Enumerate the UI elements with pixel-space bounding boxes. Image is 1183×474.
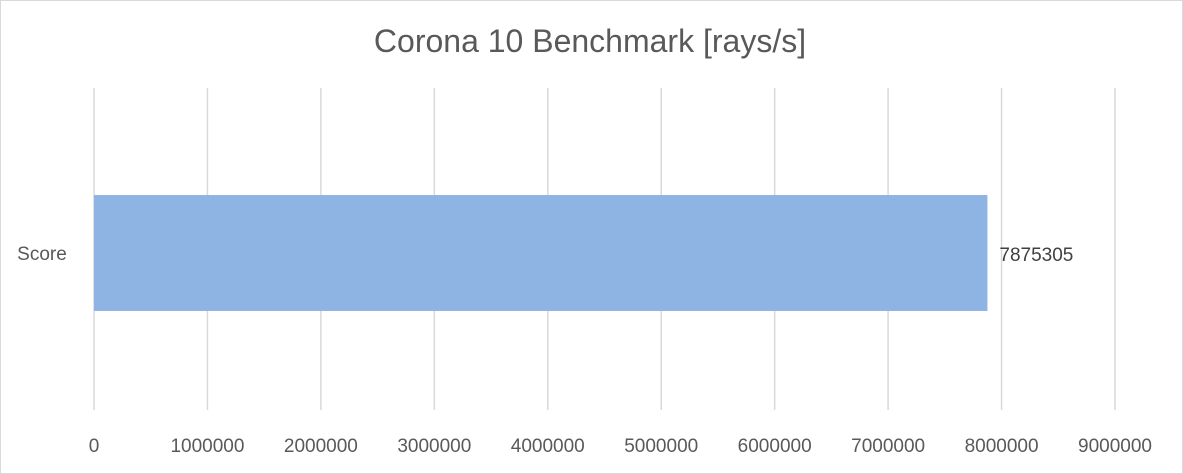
x-axis-ticks: 0 1000000 2000000 3000000 4000000 5000000 6000… (89, 436, 1152, 457)
x-tick-label-9: 9000000 (1078, 436, 1152, 457)
bars (94, 195, 988, 311)
gridlines (93, 88, 1116, 410)
data-label-score: 7875305 (999, 245, 1073, 266)
y-axis-categories: Score (17, 244, 67, 265)
data-labels: 7875305 (999, 245, 1073, 266)
bar-score (94, 195, 988, 311)
x-tick-label-8: 8000000 (965, 436, 1039, 457)
x-tick-label-5: 5000000 (624, 436, 698, 457)
category-label-score: Score (17, 244, 67, 265)
x-tick-label-7: 7000000 (851, 436, 925, 457)
x-tick-label-6: 6000000 (738, 436, 812, 457)
x-tick-label-2: 2000000 (284, 436, 358, 457)
chart-title: Corona 10 Benchmark [rays/s] (374, 23, 806, 59)
x-tick-label-0: 0 (89, 436, 100, 457)
x-tick-label-1: 1000000 (170, 436, 244, 457)
x-tick-label-4: 4000000 (511, 436, 585, 457)
x-tick-label-3: 3000000 (397, 436, 471, 457)
